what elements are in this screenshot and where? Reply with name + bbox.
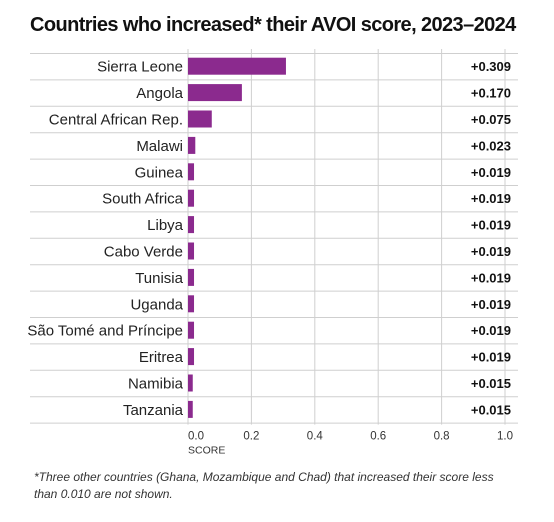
- x-tick-label: 0.4: [307, 431, 324, 443]
- bar: [188, 216, 195, 234]
- category-label: Tanzania: [123, 402, 184, 419]
- bar: [188, 295, 195, 313]
- value-label: +0.023: [471, 138, 511, 153]
- category-label: Guinea: [135, 164, 184, 181]
- value-label: +0.019: [471, 270, 511, 285]
- value-label: +0.019: [471, 297, 511, 312]
- bar: [188, 57, 286, 75]
- category-label: Libya: [147, 217, 184, 234]
- category-label: Central African Rep.: [49, 112, 183, 129]
- value-label: +0.019: [471, 165, 511, 180]
- category-label: Sierra Leone: [97, 59, 183, 76]
- value-label: +0.019: [471, 350, 511, 365]
- chart-title: Countries who increased* their AVOI scor…: [30, 14, 516, 36]
- bar: [188, 110, 212, 128]
- category-label: São Tomé and Príncipe: [27, 323, 183, 340]
- bar: [188, 136, 196, 154]
- category-label: Tunisia: [135, 270, 183, 287]
- bar: [188, 400, 193, 418]
- value-label: +0.019: [471, 218, 511, 233]
- value-label: +0.019: [471, 323, 511, 338]
- value-label: +0.015: [471, 402, 511, 417]
- value-label: +0.309: [471, 59, 511, 74]
- category-label: Angola: [136, 85, 183, 102]
- x-tick-label: 0.0: [188, 431, 204, 443]
- category-label: Cabo Verde: [104, 244, 183, 261]
- footnote: *Three other countries (Ghana, Mozambiqu…: [34, 470, 494, 501]
- category-label: Eritrea: [139, 349, 184, 366]
- value-label: +0.075: [471, 112, 511, 127]
- x-axis-label: SCORE: [188, 445, 225, 457]
- bar: [188, 348, 195, 366]
- bar-chart: 0.0 0.2 0.4 0.6 0.8 1.0 SCORE Sierra Leone +0.30…: [27, 49, 518, 457]
- category-label: South Africa: [102, 191, 184, 208]
- bar: [188, 242, 195, 260]
- x-tick-label: 1.0: [497, 431, 513, 443]
- bar: [188, 268, 195, 286]
- bar: [188, 84, 242, 102]
- bar: [188, 189, 195, 207]
- value-label: +0.019: [471, 191, 511, 206]
- bar: [188, 321, 195, 339]
- x-tick-label: 0.2: [243, 431, 259, 443]
- category-label: Namibia: [128, 376, 184, 393]
- bar: [188, 374, 193, 392]
- value-label: +0.019: [471, 244, 511, 259]
- x-tick-label: 0.6: [370, 431, 386, 443]
- value-label: +0.015: [471, 376, 511, 391]
- x-tick-label: 0.8: [434, 431, 450, 443]
- category-label: Uganda: [130, 296, 183, 313]
- bar: [188, 163, 195, 181]
- category-label: Malawi: [136, 138, 183, 155]
- value-label: +0.170: [471, 86, 511, 101]
- page-edge-strip: [548, 0, 554, 522]
